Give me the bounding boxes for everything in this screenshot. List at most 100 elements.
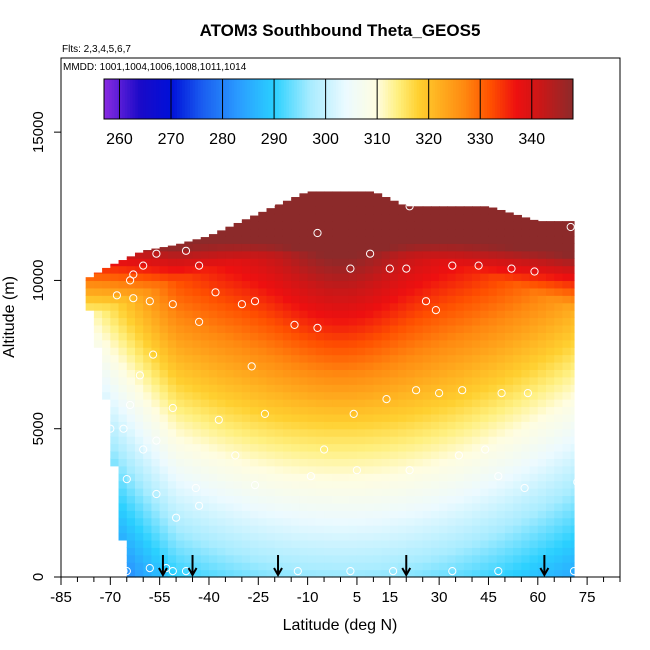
heatmap-cell: [562, 488, 572, 497]
heatmap-cell: [389, 280, 399, 289]
observation-point: [389, 567, 398, 576]
heatmap-cell: [365, 376, 374, 385]
heatmap-cell: [258, 562, 268, 571]
colorbar-swatch: [257, 79, 261, 119]
heatmap-cell: [537, 428, 547, 437]
colorbar-swatch: [117, 79, 121, 119]
heatmap-cell: [422, 206, 432, 215]
heatmap-cell: [307, 310, 317, 319]
heatmap-cell: [529, 310, 539, 319]
heatmap-cell: [398, 347, 407, 356]
heatmap-cell: [537, 539, 547, 548]
heatmap-cell: [274, 204, 284, 207]
heatmap-cell: [455, 391, 465, 400]
heatmap-cell: [488, 443, 498, 452]
heatmap-cell: [480, 354, 490, 363]
heatmap-cell: [414, 228, 424, 237]
heatmap-cell: [200, 391, 210, 400]
heatmap-cell: [389, 235, 399, 244]
heatmap-cell: [176, 547, 185, 556]
heatmap-cell: [447, 391, 457, 400]
heatmap-cell: [324, 406, 333, 415]
heatmap-cell: [225, 226, 235, 230]
heatmap-cell: [167, 569, 177, 578]
heatmap-cell: [463, 443, 473, 452]
heatmap-cell: [513, 317, 522, 326]
heatmap-cell: [315, 191, 325, 200]
heatmap-cell: [546, 406, 555, 415]
heatmap-cell: [504, 339, 514, 348]
heatmap-cell: [192, 317, 202, 326]
heatmap-cell: [307, 458, 317, 467]
heatmap-cell: [307, 488, 317, 497]
heatmap-cell: [340, 302, 350, 311]
heatmap-cell: [217, 273, 227, 282]
heatmap-cell: [455, 228, 465, 237]
heatmap-cell: [554, 562, 564, 571]
heatmap-cell: [208, 473, 218, 482]
heatmap-cell: [430, 273, 440, 282]
heatmap-cell: [340, 465, 350, 474]
heatmap-cell: [381, 280, 391, 289]
heatmap-cell: [233, 443, 243, 452]
heatmap-cell: [217, 450, 227, 459]
heatmap-cell: [307, 443, 317, 452]
observation-point: [145, 564, 154, 573]
heatmap-cell: [381, 525, 391, 534]
heatmap-cell: [208, 554, 218, 563]
heatmap-cell: [447, 250, 457, 259]
heatmap-cell: [299, 369, 309, 378]
heatmap-cell: [324, 243, 333, 252]
heatmap-cell: [398, 228, 407, 237]
heatmap-cell: [324, 347, 333, 356]
heatmap-cell: [422, 280, 432, 289]
heatmap-cell: [241, 332, 251, 341]
heatmap-cell: [348, 339, 358, 348]
heatmap-cell: [184, 354, 194, 363]
heatmap-cell: [250, 235, 259, 244]
heatmap-cell: [200, 384, 210, 393]
heatmap-cell: [118, 347, 128, 356]
heatmap-cell: [299, 510, 309, 519]
heatmap-cell: [307, 235, 317, 244]
heatmap-cell: [521, 310, 531, 319]
heatmap-cell: [472, 354, 481, 363]
heatmap-cell: [406, 532, 416, 541]
heatmap-cell: [85, 277, 95, 282]
heatmap-cell: [110, 310, 120, 319]
heatmap-cell: [332, 562, 342, 571]
heatmap-cell: [274, 228, 284, 237]
heatmap-cell: [554, 324, 564, 333]
heatmap-cell: [324, 280, 333, 289]
colorbar-swatch: [565, 79, 569, 119]
heatmap-cell: [504, 212, 514, 215]
heatmap-cell: [200, 539, 210, 548]
heatmap-cell: [406, 525, 416, 534]
heatmap-cell: [463, 243, 473, 252]
heatmap-cell: [414, 235, 424, 244]
heatmap-cell: [365, 213, 374, 222]
heatmap-cell: [439, 324, 448, 333]
heatmap-cell: [134, 258, 144, 267]
heatmap-cell: [513, 250, 522, 259]
heatmap-cell: [110, 347, 120, 356]
heatmap-cell: [422, 310, 432, 319]
heatmap-cell: [488, 465, 498, 474]
heatmap-cell: [307, 258, 317, 267]
heatmap-cell: [159, 510, 169, 519]
heatmap-cell: [143, 539, 153, 548]
heatmap-cell: [225, 235, 235, 244]
colorbar-tick-label: 300: [312, 131, 339, 148]
heatmap-cell: [529, 302, 539, 311]
heatmap-cell: [225, 339, 235, 348]
heatmap-cell: [282, 384, 292, 393]
heatmap-cell: [562, 517, 572, 526]
heatmap-cell: [488, 428, 498, 437]
heatmap-cell: [529, 339, 539, 348]
heatmap-cell: [463, 310, 473, 319]
heatmap-cell: [233, 406, 243, 415]
heatmap-cell: [233, 228, 243, 237]
heatmap-cell: [513, 384, 522, 393]
heatmap-cell: [381, 473, 391, 482]
heatmap-cell: [480, 369, 490, 378]
